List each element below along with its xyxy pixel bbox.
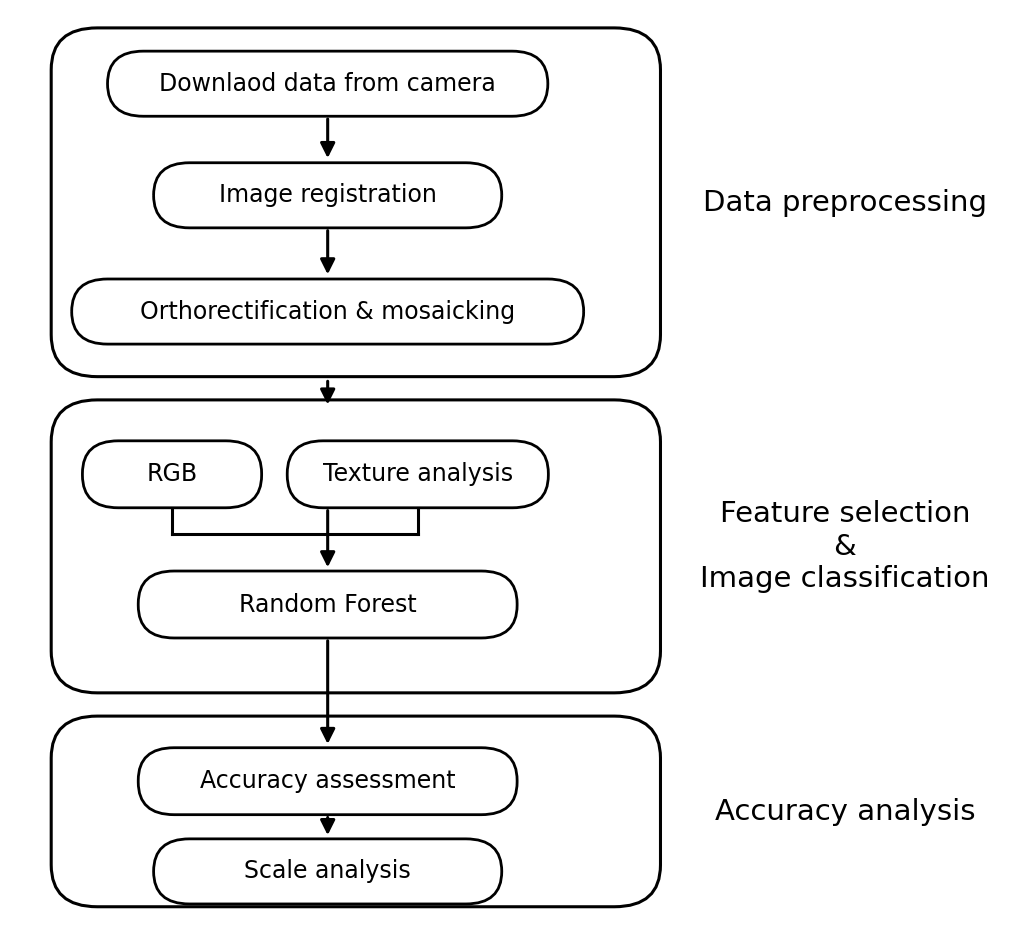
Text: Data preprocessing: Data preprocessing <box>702 189 987 217</box>
FancyBboxPatch shape <box>154 839 502 904</box>
FancyBboxPatch shape <box>72 279 584 344</box>
FancyBboxPatch shape <box>51 716 660 907</box>
FancyBboxPatch shape <box>83 441 262 508</box>
Text: Downlaod data from camera: Downlaod data from camera <box>160 72 496 96</box>
Text: Feature selection
&
Image classification: Feature selection & Image classification <box>700 500 989 593</box>
FancyBboxPatch shape <box>154 163 502 228</box>
Text: Accuracy analysis: Accuracy analysis <box>715 798 975 826</box>
FancyBboxPatch shape <box>108 51 548 116</box>
FancyBboxPatch shape <box>138 748 517 815</box>
Text: Image registration: Image registration <box>219 183 436 207</box>
Text: Texture analysis: Texture analysis <box>323 462 513 486</box>
FancyBboxPatch shape <box>287 441 549 508</box>
Text: Orthorectification & mosaicking: Orthorectification & mosaicking <box>140 299 515 324</box>
Text: Scale analysis: Scale analysis <box>245 859 411 884</box>
Text: Random Forest: Random Forest <box>239 592 417 617</box>
FancyBboxPatch shape <box>138 571 517 638</box>
Text: Accuracy assessment: Accuracy assessment <box>200 769 456 793</box>
FancyBboxPatch shape <box>51 28 660 377</box>
Text: RGB: RGB <box>146 462 198 486</box>
FancyBboxPatch shape <box>51 400 660 693</box>
